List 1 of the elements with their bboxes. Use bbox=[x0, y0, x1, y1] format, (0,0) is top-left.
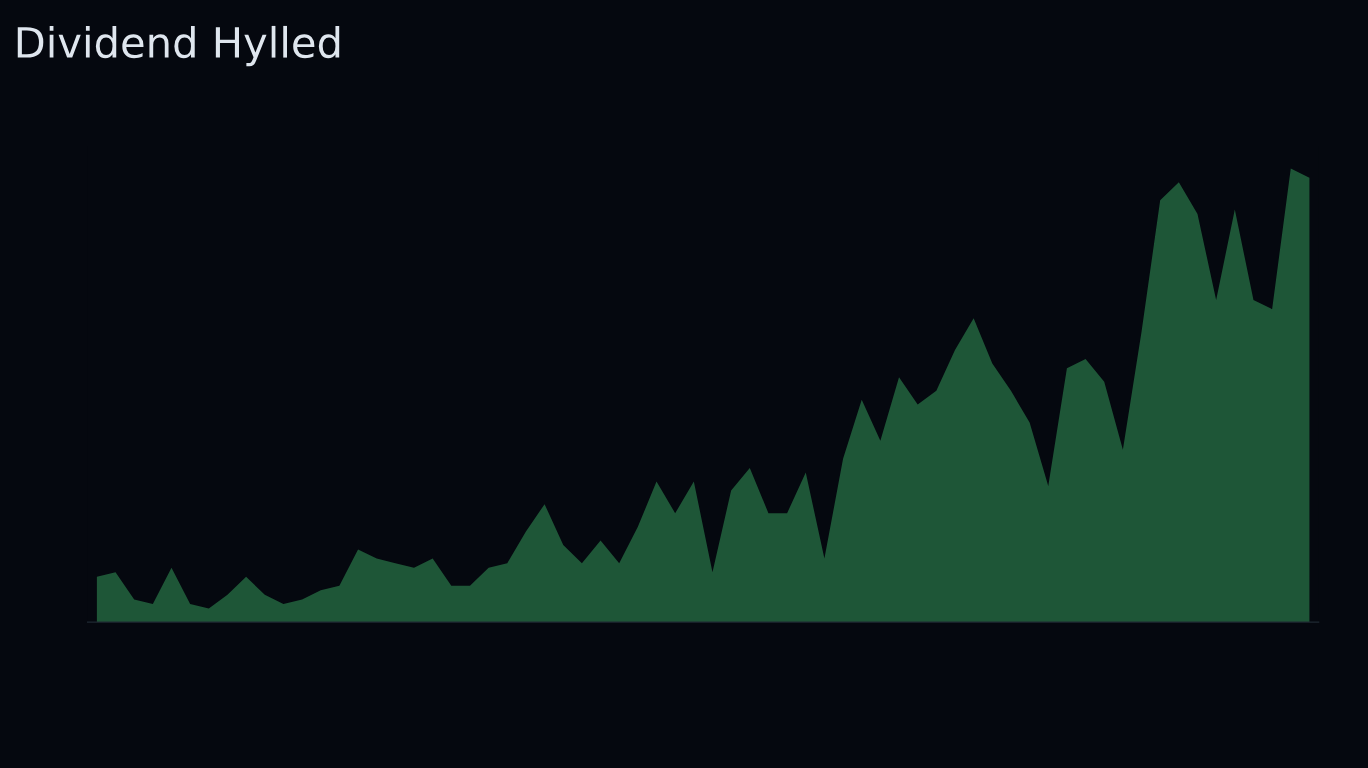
chart-title: Dividend Hylled bbox=[17, 25, 340, 67]
